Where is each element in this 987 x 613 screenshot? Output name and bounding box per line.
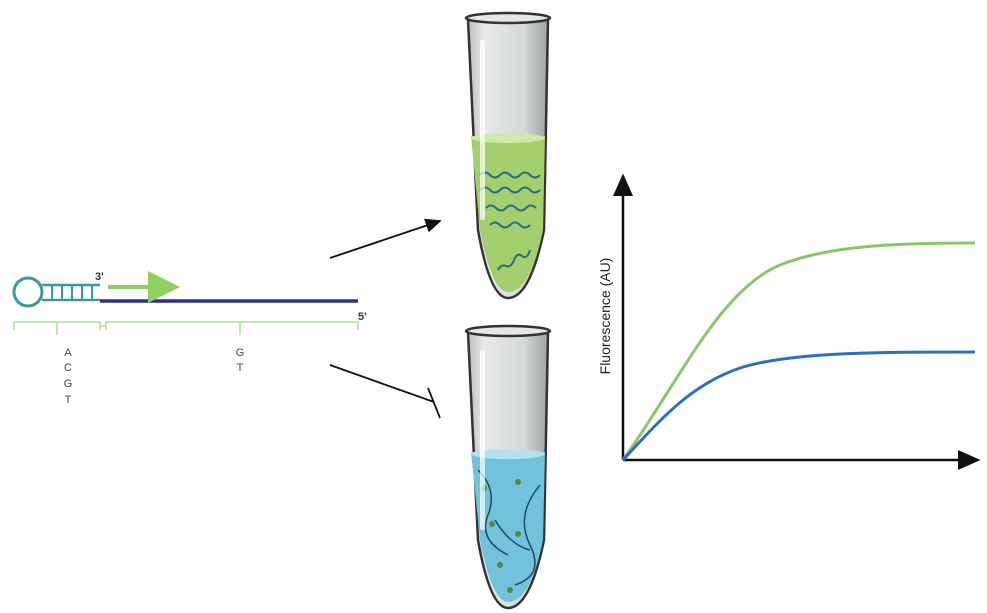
three-prime-label: 3' [95,271,104,283]
five-prime-label: 5' [358,311,367,323]
primer-base: A [64,347,72,359]
primer-base: C [64,362,72,374]
tube-positive [464,11,552,300]
primer-base: T [65,394,72,406]
tube-negative [464,324,552,610]
y-axis-label: Fluorescence (AU) [597,258,613,375]
primer-base: G [64,378,73,390]
template-base: G [236,347,245,359]
inhibit-bar [427,387,441,419]
template-base: T [237,362,244,374]
fluorescence-plot [613,173,981,470]
arrow-inhibit [329,364,435,403]
probe [12,271,359,335]
arrow-amplify [329,218,442,259]
